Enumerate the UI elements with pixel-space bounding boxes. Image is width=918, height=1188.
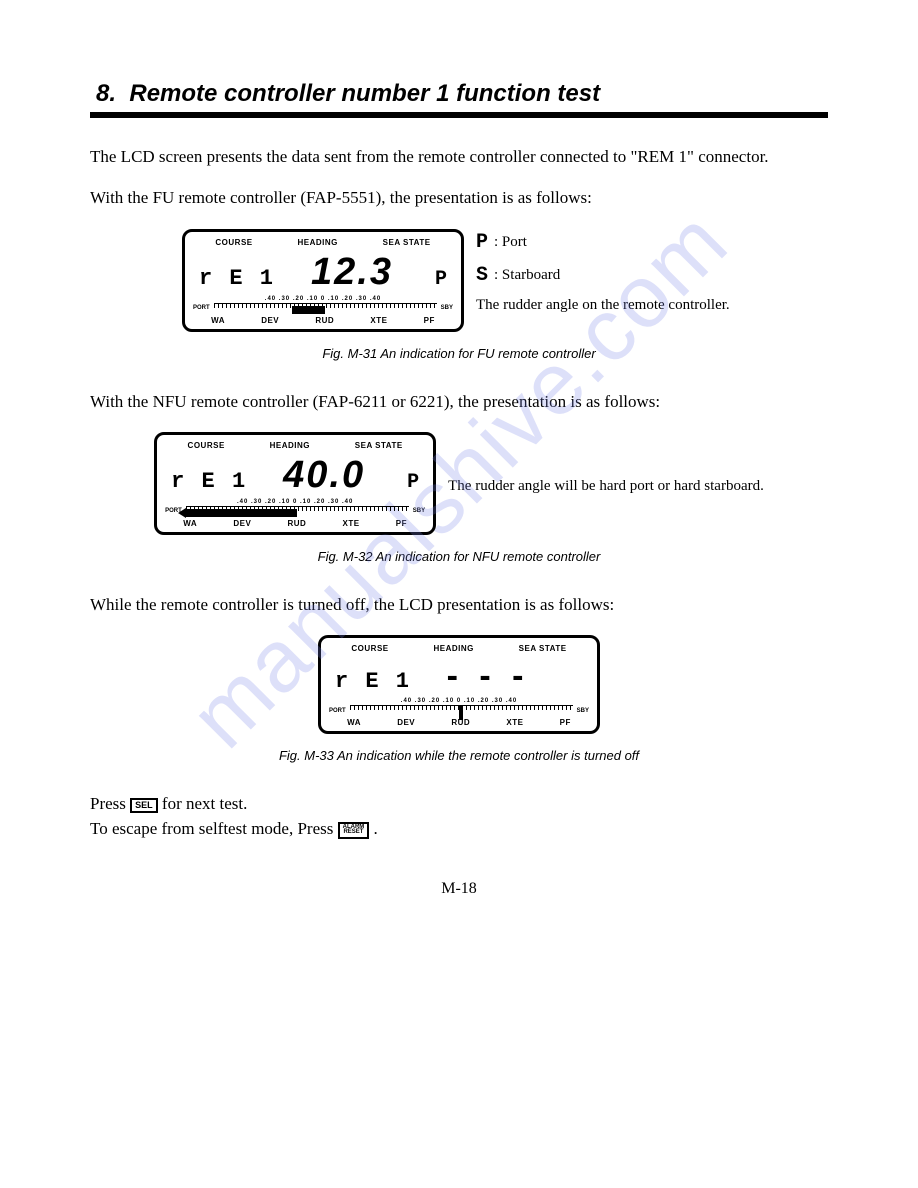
press-next: Press SEL for next test. — [90, 793, 828, 814]
lcd1-bar — [214, 303, 437, 314]
lbl-pf: PF — [424, 316, 435, 325]
rudder-nfu-text: The rudder angle will be hard port or ha… — [448, 476, 764, 496]
lbl-heading: HEADING — [297, 238, 337, 247]
lcd3-main: - - - — [421, 657, 555, 696]
callouts-fu: P : Port S : Starboard The rudder angle on… — [476, 229, 736, 315]
lcd-nfu: COURSE HEADING SEA STATE r E 1 40.0 P .4… — [154, 432, 436, 535]
stbd-text: : Starboard — [494, 265, 560, 285]
lbl-sea: SEA STATE — [383, 238, 431, 247]
lbl-port: PORT — [193, 305, 210, 311]
lcd-off: COURSE HEADING SEA STATE r E 1 - - - .40… — [318, 635, 600, 734]
sel-key: SEL — [130, 798, 158, 813]
lbl-course: COURSE — [215, 238, 252, 247]
lbl-sby: SBY — [441, 305, 453, 311]
lcd2-bar — [186, 506, 409, 517]
lbl-xte: XTE — [370, 316, 387, 325]
alarm-reset-key: ALARM RESET — [338, 822, 370, 839]
caption-off: Fig. M-33 An indication while the remote… — [90, 748, 828, 763]
lcd2-main: 40.0 — [257, 454, 391, 497]
off-lead: While the remote controller is turned of… — [90, 594, 828, 615]
stbd-symbol: S — [476, 262, 488, 289]
section-title: 8. Remote controller number 1 function t… — [90, 80, 828, 108]
figure-nfu: COURSE HEADING SEA STATE r E 1 40.0 P .4… — [90, 432, 828, 535]
section-number: 8. — [96, 80, 116, 107]
lcd3-bar — [350, 705, 573, 716]
title-underline — [90, 112, 828, 118]
port-text: : Port — [494, 232, 527, 252]
lbl-wa: WA — [211, 316, 225, 325]
lcd2-left: r E 1 — [171, 469, 247, 494]
caption-fu: Fig. M-31 An indication for FU remote co… — [90, 346, 828, 361]
caption-nfu: Fig. M-32 An indication for NFU remote c… — [90, 549, 828, 564]
figure-fu: COURSE HEADING SEA STATE r E 1 12.3 P .4… — [90, 229, 828, 332]
lcd1-scale: .40 .30 .20 .10 0 .10 .20 .30 .40 — [193, 296, 453, 302]
escape-line: To escape from selftest mode, Press ALAR… — [90, 818, 828, 839]
lcd2-ps: P — [401, 471, 419, 494]
lcd-fu: COURSE HEADING SEA STATE r E 1 12.3 P .4… — [182, 229, 464, 332]
page-number: M-18 — [90, 880, 828, 898]
nfu-lead: With the NFU remote controller (FAP-6211… — [90, 391, 828, 412]
lcd1-left: r E 1 — [199, 266, 275, 291]
lcd1-ps: P — [429, 268, 447, 291]
section-title-text: Remote controller number 1 function test — [129, 80, 600, 107]
lcd1-main: 12.3 — [285, 251, 419, 294]
callouts-nfu: The rudder angle will be hard port or ha… — [448, 432, 764, 496]
intro-paragraph: The LCD screen presents the data sent fr… — [90, 146, 828, 167]
rudder-fu-text: The rudder angle on the remote controlle… — [476, 295, 736, 315]
lcd3-left: r E 1 — [335, 669, 411, 694]
port-symbol: P — [476, 229, 488, 256]
figure-off: COURSE HEADING SEA STATE r E 1 - - - .40… — [90, 635, 828, 734]
lbl-dev: DEV — [261, 316, 279, 325]
lbl-rud: RUD — [315, 316, 334, 325]
fu-lead: With the FU remote controller (FAP-5551)… — [90, 187, 828, 208]
